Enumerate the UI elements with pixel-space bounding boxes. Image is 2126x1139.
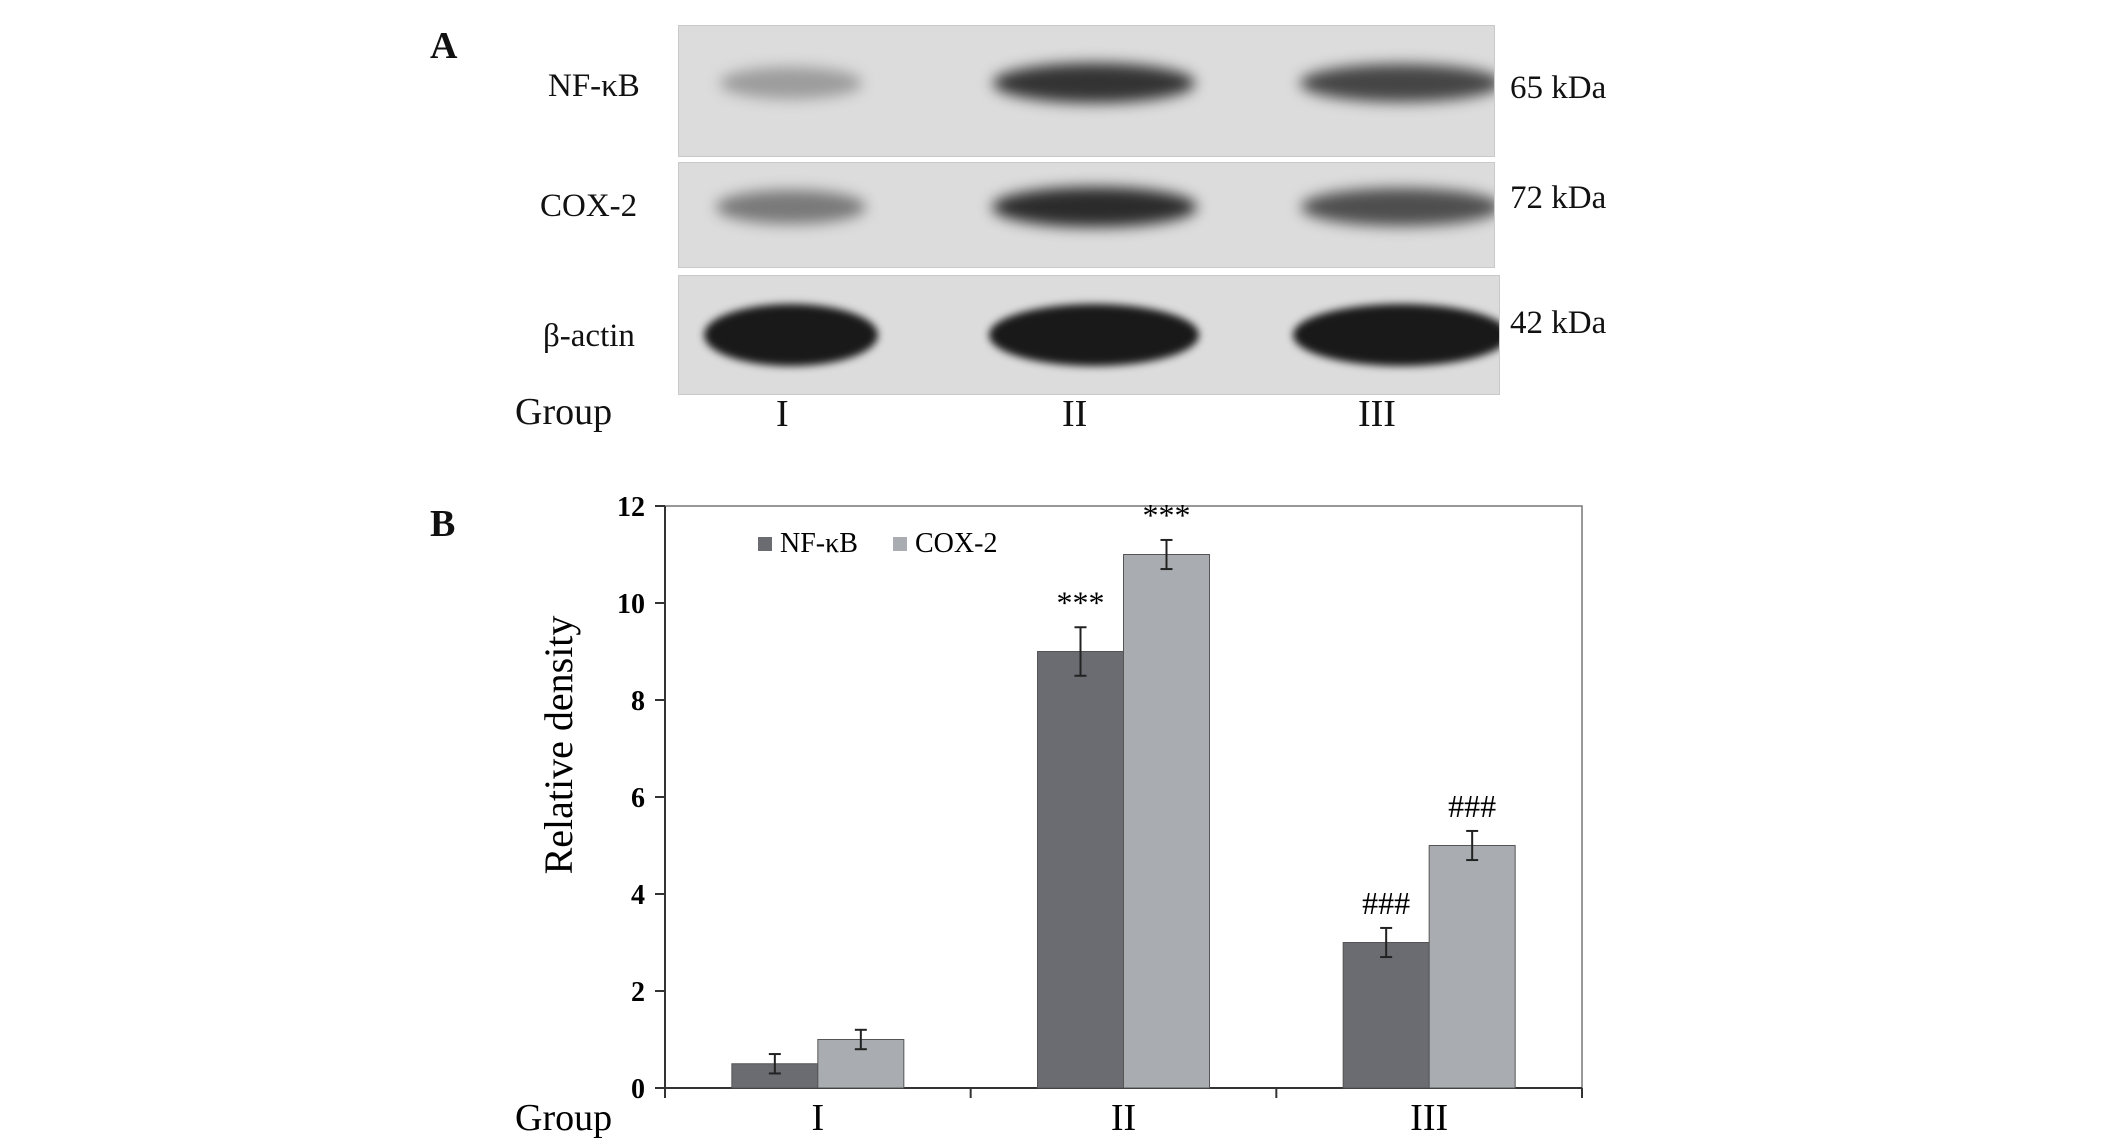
- bar: [1342, 942, 1430, 1089]
- blot-protein-label: NF-κB: [548, 68, 640, 104]
- blot-strip: [678, 275, 1500, 395]
- blot-lane-i: I: [776, 393, 789, 435]
- blot-kda-label: 65 kDa: [1510, 70, 1607, 106]
- y-tick-label: 10: [617, 589, 645, 620]
- blot-band: [992, 63, 1196, 103]
- blot-band: [704, 304, 878, 366]
- y-tick-label: 6: [631, 783, 645, 814]
- blot-band: [1293, 304, 1499, 366]
- blot-protein-label: β-actin: [543, 318, 635, 354]
- blot-kda-label: 72 kDa: [1510, 180, 1607, 216]
- blot-kda-label: 42 kDa: [1510, 305, 1607, 341]
- y-axis-label: Relative density: [536, 616, 581, 875]
- x-tick-label: II: [1111, 1097, 1136, 1139]
- legend-label: NF-κB: [780, 528, 858, 559]
- x-axis-label: Group: [515, 1097, 612, 1139]
- bar: [1428, 845, 1516, 1089]
- blot-strip: [678, 25, 1495, 157]
- y-tick-label: 8: [631, 686, 645, 717]
- panel-a-letter: A: [430, 25, 458, 67]
- blot-strip: [678, 162, 1495, 268]
- legend-swatch: [758, 537, 772, 551]
- x-tick-label: III: [1410, 1097, 1448, 1139]
- y-tick-label: 2: [631, 977, 645, 1008]
- blot-lane-ii: II: [1062, 393, 1088, 435]
- x-tick-label: I: [812, 1097, 825, 1139]
- significance-label: ###: [1448, 788, 1496, 824]
- blot-group-label: Group: [515, 391, 613, 433]
- blot-band: [1301, 188, 1494, 226]
- panel-b-letter: B: [430, 503, 456, 545]
- blot-protein-label: COX-2: [540, 188, 638, 224]
- blot-band: [1299, 63, 1494, 103]
- bar: [1037, 651, 1124, 1089]
- y-tick-label: 0: [631, 1074, 645, 1105]
- blot-band: [719, 67, 863, 99]
- blot-band: [715, 189, 867, 225]
- bar: [817, 1039, 905, 1089]
- bar: [1123, 554, 1210, 1089]
- legend-label: COX-2: [915, 528, 997, 559]
- significance-label: ***: [1143, 497, 1191, 533]
- legend-swatch: [893, 537, 907, 551]
- y-tick-label: 12: [617, 492, 645, 523]
- blot-band: [989, 304, 1199, 366]
- blot-band: [991, 186, 1197, 228]
- y-tick-label: 4: [631, 880, 645, 911]
- significance-label: ***: [1057, 584, 1105, 620]
- blot-lane-iii: III: [1358, 393, 1396, 435]
- significance-label: ###: [1362, 885, 1410, 921]
